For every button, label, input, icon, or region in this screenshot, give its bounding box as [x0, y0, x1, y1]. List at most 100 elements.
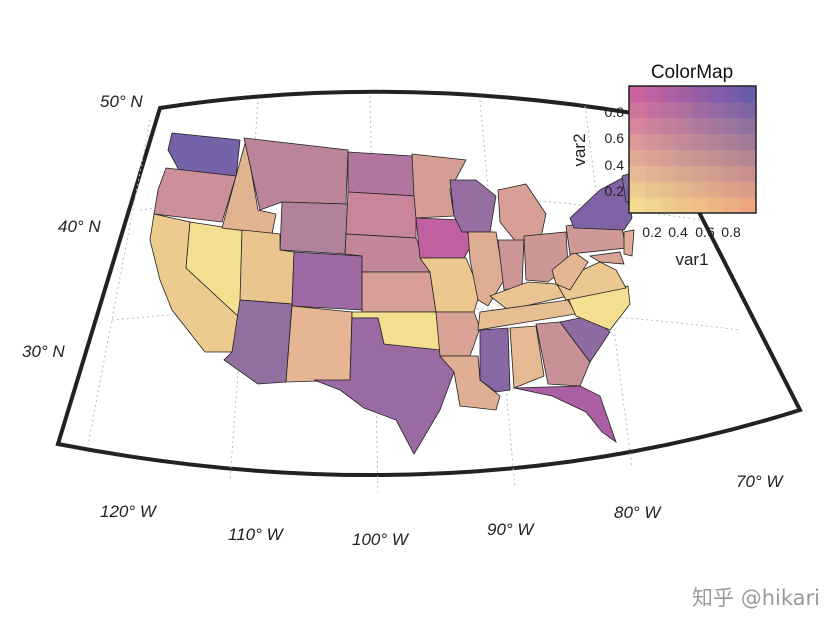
colormap-cell [724, 165, 741, 182]
state-new-york [569, 175, 633, 231]
state-alabama [509, 325, 545, 389]
lat-label-30: 30° N [22, 342, 65, 361]
colormap-cell [692, 181, 709, 198]
colormap-cell [708, 101, 725, 119]
colormap-cell [708, 86, 725, 103]
colormap-cell [629, 86, 646, 103]
state-south-dakota [345, 191, 417, 239]
colormap-ytick: 0.2 [605, 183, 625, 199]
colormap-cell [692, 117, 709, 135]
lon-label-110: 110° W [228, 525, 285, 544]
state-florida [513, 385, 617, 444]
colormap-title: ColorMap [651, 62, 733, 83]
colormap-cell [724, 181, 741, 198]
colormap-cell [644, 149, 662, 166]
lon-label-80: 80° W [614, 503, 662, 522]
state-montana [243, 137, 349, 211]
lon-label-100: 100° W [352, 530, 410, 549]
colormap-cell [644, 117, 662, 135]
colormap-cell [692, 149, 709, 166]
lon-label-120: 120° W [100, 502, 158, 521]
state-new-mexico [285, 305, 353, 383]
colormap-cell [692, 101, 709, 119]
colormap-ytick: 0.4 [605, 157, 625, 173]
colormap-cell [660, 149, 678, 166]
colormap-cell [644, 181, 662, 198]
state-colorado [291, 251, 363, 311]
state-iowa [415, 217, 473, 259]
state-louisiana [439, 355, 501, 411]
colormap-cell [740, 86, 757, 103]
states-layer [149, 132, 661, 455]
state-georgia [535, 321, 591, 387]
lat-label-40: 40° N [58, 217, 101, 236]
colormap-cell [660, 86, 678, 103]
colormap-cell [724, 86, 741, 103]
colormap-cell [708, 181, 725, 198]
colormap-cell [708, 133, 725, 150]
colormap-cell [644, 133, 662, 150]
state-maryland [588, 251, 625, 265]
state-wyoming [279, 201, 349, 255]
state-illinois [467, 231, 505, 307]
colormap-cell [692, 86, 709, 103]
colormap-cell [724, 197, 741, 214]
colormap-cell [708, 197, 725, 214]
colormap-cell [708, 117, 725, 135]
colormap-xtick: 0.2 [642, 224, 662, 240]
colormap-cell [660, 197, 678, 214]
colormap-cell [676, 181, 693, 198]
colormap-cell [676, 197, 693, 214]
state-mississippi [479, 327, 511, 393]
colormap-cell [692, 165, 709, 182]
state-kansas [361, 271, 437, 313]
colormap-cell [629, 197, 646, 214]
colormap-xtick: 0.8 [721, 224, 741, 240]
colormap-cell [660, 165, 678, 182]
colormap-cell [740, 197, 757, 214]
state-new-jersey [623, 229, 635, 257]
colormap-xtick: 0.6 [695, 224, 715, 240]
colormap-ylabel: var2 [570, 133, 589, 166]
colormap-cell [740, 181, 757, 198]
watermark: 知乎 @hikari [692, 586, 820, 610]
colormap-cell [644, 86, 662, 103]
colormap-cell [629, 149, 646, 166]
colormap-cell [644, 101, 662, 119]
colormap-cell [629, 165, 646, 182]
state-texas [313, 317, 455, 455]
colormap-grid [629, 86, 757, 214]
lat-label-50: 50° N [100, 92, 143, 111]
colormap-ytick: 0.8 [605, 104, 625, 120]
colormap-cell [676, 133, 693, 150]
colormap-cell [740, 117, 757, 135]
colormap-cell [708, 165, 725, 182]
colormap-cell [629, 117, 646, 135]
colormap-cell [644, 165, 662, 182]
colormap-cell [660, 181, 678, 198]
colormap-legend: ColorMap 0.8 0.6 0.4 0.2 0.2 0.4 0.6 0.8… [570, 62, 757, 269]
state-arkansas [435, 311, 481, 357]
colormap-cell [724, 133, 741, 150]
state-north-dakota [347, 151, 417, 197]
colormap-cell [629, 133, 646, 150]
colormap-cell [740, 165, 757, 182]
colormap-cell [676, 117, 693, 135]
state-virginia [555, 261, 627, 301]
colormap-cell [740, 133, 757, 150]
colormap-cell [660, 117, 678, 135]
colormap-cell [676, 101, 693, 119]
colormap-cell [644, 197, 662, 214]
state-oregon [153, 167, 237, 223]
colormap-cell [676, 165, 693, 182]
colormap-ytick: 0.6 [605, 130, 625, 146]
lon-label-70: 70° W [736, 472, 784, 491]
colormap-cell [724, 149, 741, 166]
colormap-cell [708, 149, 725, 166]
colormap-xtick: 0.4 [668, 224, 688, 240]
colormap-cell [692, 133, 709, 150]
colormap-xlabel: var1 [675, 250, 708, 269]
colormap-cell [676, 86, 693, 103]
colormap-cell [629, 101, 646, 119]
